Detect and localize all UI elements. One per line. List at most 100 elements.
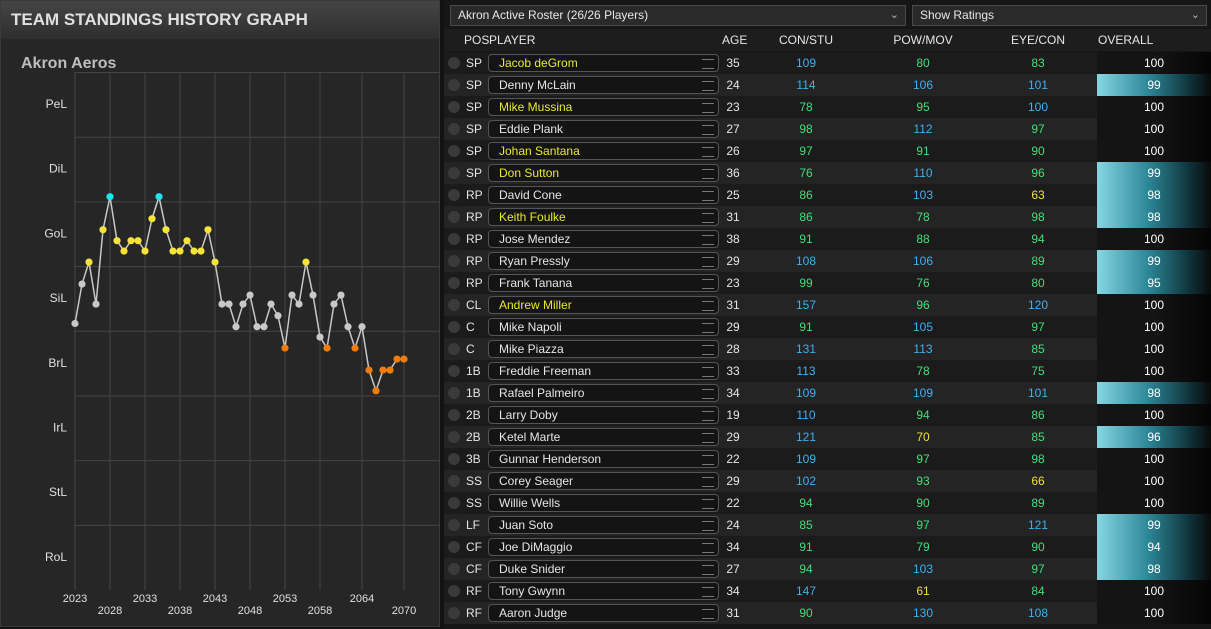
table-header bbox=[444, 29, 1211, 51]
player-name-box[interactable]: David Cone bbox=[488, 186, 719, 204]
table-row[interactable]: SP Johan Santana 26 97 91 90 100 bbox=[444, 140, 1211, 162]
status-dot bbox=[448, 255, 460, 267]
overall-cell bbox=[1097, 74, 1211, 96]
menu-icon bbox=[702, 279, 714, 289]
table-row[interactable]: 2B Larry Doby 19 110 94 86 100 bbox=[444, 404, 1211, 426]
y-tick-label: RoL bbox=[45, 550, 67, 564]
overall: 100 bbox=[1143, 606, 1165, 620]
x-tick-label: 2064 bbox=[350, 593, 374, 605]
rating: 110 bbox=[913, 166, 933, 180]
table-row[interactable]: RP David Cone 25 86 103 63 98 bbox=[444, 184, 1211, 206]
column-header[interactable]: CON/STU bbox=[779, 33, 833, 47]
position: RP bbox=[466, 254, 483, 268]
column-header[interactable]: POS bbox=[464, 33, 490, 47]
player-name-box[interactable]: Eddie Plank bbox=[488, 120, 719, 138]
player-name-box[interactable]: Johan Santana bbox=[488, 142, 719, 160]
player-name-box[interactable]: Jose Mendez bbox=[488, 230, 719, 248]
chevron: ⌄ bbox=[1190, 9, 1200, 21]
table-row[interactable]: 1B Rafael Palmeiro 34 109 109 101 98 bbox=[444, 382, 1211, 404]
player-name-box[interactable]: Rafael Palmeiro bbox=[488, 384, 719, 402]
table-row[interactable]: C Mike Piazza 28 131 113 85 100 bbox=[444, 338, 1211, 360]
column-header[interactable]: AGE bbox=[722, 33, 748, 47]
table-row[interactable]: RP Jose Mendez 38 91 88 94 100 bbox=[444, 228, 1211, 250]
player-name-box[interactable]: Don Sutton bbox=[488, 164, 719, 182]
table-row[interactable]: RP Ryan Pressly 29 108 106 89 99 bbox=[444, 250, 1211, 272]
player-name-box[interactable]: Andrew Miller bbox=[488, 296, 719, 314]
player-name-box[interactable]: Mike Piazza bbox=[488, 340, 719, 358]
table-row[interactable]: LF Juan Soto 24 85 97 121 99 bbox=[444, 514, 1211, 536]
x-tick-label: 2038 bbox=[168, 605, 192, 617]
position: 1B bbox=[466, 364, 481, 378]
player-name-box[interactable]: Duke Snider bbox=[488, 560, 719, 578]
point bbox=[379, 366, 387, 374]
table-row[interactable]: SP Mike Mussina 23 78 95 100 100 bbox=[444, 96, 1211, 118]
table-row[interactable]: RF Aaron Judge 31 90 130 108 100 bbox=[444, 602, 1211, 624]
status-dot bbox=[448, 123, 460, 135]
menu-icon bbox=[702, 345, 714, 355]
player-name-box[interactable]: Corey Seager bbox=[488, 472, 719, 490]
point bbox=[99, 226, 107, 234]
table-row[interactable]: CL Andrew Miller 31 157 96 120 100 bbox=[444, 294, 1211, 316]
point bbox=[141, 247, 149, 255]
player-name-box[interactable]: Ryan Pressly bbox=[488, 252, 719, 270]
player-name-box[interactable]: Jacob deGrom bbox=[488, 54, 719, 72]
player-name-box[interactable]: Gunnar Henderson bbox=[488, 450, 719, 468]
y-tick-label: PeL bbox=[46, 97, 68, 111]
player-name-box[interactable]: Freddie Freeman bbox=[488, 362, 719, 380]
player-name-box[interactable]: Mike Napoli bbox=[488, 318, 719, 336]
table-row[interactable]: SS Corey Seager 29 102 93 66 100 bbox=[444, 470, 1211, 492]
player-name-box[interactable]: Tony Gwynn bbox=[488, 582, 719, 600]
table-row[interactable]: 2B Ketel Marte 29 121 70 85 96 bbox=[444, 426, 1211, 448]
table-row[interactable]: RF Tony Gwynn 34 147 61 84 100 bbox=[444, 580, 1211, 602]
player-name-box[interactable]: Keith Foulke bbox=[488, 208, 719, 226]
table-row[interactable]: CF Duke Snider 27 94 103 97 98 bbox=[444, 558, 1211, 580]
overall-cell bbox=[1097, 492, 1211, 514]
point bbox=[302, 258, 310, 266]
point bbox=[316, 333, 324, 341]
player-name-box[interactable]: Willie Wells bbox=[488, 494, 719, 512]
menu-icon bbox=[702, 257, 714, 267]
player-name-box[interactable]: Larry Doby bbox=[488, 406, 719, 424]
age: 22 bbox=[726, 496, 740, 510]
column-header[interactable]: POW/MOV bbox=[893, 33, 953, 47]
overall-cell bbox=[1097, 426, 1211, 448]
player-name-box[interactable]: Frank Tanana bbox=[488, 274, 719, 292]
rating: 85 bbox=[1031, 342, 1045, 356]
player-name-box[interactable]: Joe DiMaggio bbox=[488, 538, 719, 556]
table-row[interactable]: C Mike Napoli 29 91 105 97 100 bbox=[444, 316, 1211, 338]
age: 28 bbox=[726, 342, 740, 356]
player-name-box[interactable]: Denny McLain bbox=[488, 76, 719, 94]
table-row[interactable]: 1B Freddie Freeman 33 113 78 75 100 bbox=[444, 360, 1211, 382]
table-row[interactable]: SS Willie Wells 22 94 90 89 100 bbox=[444, 492, 1211, 514]
view-select[interactable]: Show Ratings ⌄ bbox=[912, 5, 1207, 26]
player-name-box[interactable]: Ketel Marte bbox=[488, 428, 719, 446]
table-row[interactable]: CF Joe DiMaggio 34 91 79 90 94 bbox=[444, 536, 1211, 558]
table-row[interactable]: SP Eddie Plank 27 98 112 97 100 bbox=[444, 118, 1211, 140]
overall: 100 bbox=[1143, 342, 1165, 356]
table-row[interactable]: SP Jacob deGrom 35 109 80 83 100 bbox=[444, 52, 1211, 74]
roster-select[interactable]: Akron Active Roster (26/26 Players) ⌄ bbox=[450, 5, 906, 26]
position: SP bbox=[466, 122, 483, 136]
point bbox=[120, 247, 128, 255]
table-row[interactable]: SP Don Sutton 36 76 110 96 99 bbox=[444, 162, 1211, 184]
position: 1B bbox=[466, 386, 481, 400]
column-header[interactable]: EYE/CON bbox=[1010, 33, 1065, 47]
rating: 86 bbox=[799, 210, 813, 224]
table-row[interactable]: RP Frank Tanana 23 99 76 80 95 bbox=[444, 272, 1211, 294]
column-header[interactable]: PLAYER bbox=[489, 33, 536, 47]
table-row[interactable]: SP Denny McLain 24 114 106 101 99 bbox=[444, 74, 1211, 96]
player-name-box[interactable]: Juan Soto bbox=[488, 516, 719, 534]
player-name-box[interactable]: Aaron Judge bbox=[488, 604, 719, 622]
rating: 89 bbox=[1031, 254, 1045, 268]
status-dot bbox=[448, 57, 460, 69]
player-name-box[interactable]: Mike Mussina bbox=[488, 98, 719, 116]
rating: 85 bbox=[1031, 430, 1045, 444]
rating: 91 bbox=[799, 232, 813, 246]
rating: 88 bbox=[916, 232, 930, 246]
column-header[interactable]: OVERALL bbox=[1098, 33, 1154, 47]
point bbox=[204, 226, 212, 234]
position: SP bbox=[466, 100, 483, 114]
table-row[interactable]: 3B Gunnar Henderson 22 109 97 98 100 bbox=[444, 448, 1211, 470]
table-row[interactable]: RP Keith Foulke 31 86 78 98 98 bbox=[444, 206, 1211, 228]
